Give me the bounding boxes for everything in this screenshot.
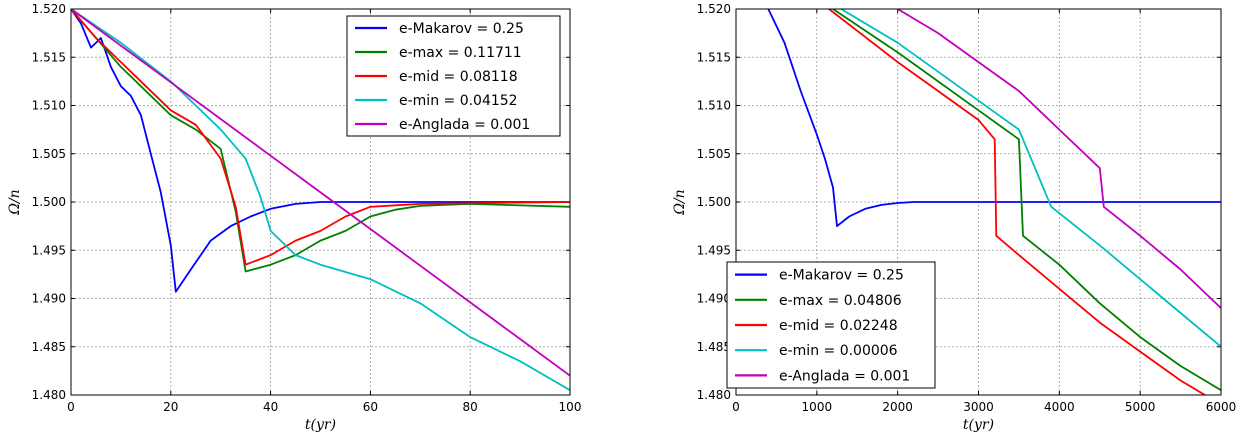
legend-label: e-mid = 0.08118: [399, 69, 518, 85]
y-tick-label: 1.495: [32, 243, 66, 257]
x-tick-label: 0: [67, 400, 75, 414]
series-line-5: [71, 9, 570, 377]
y-tick-label: 1.500: [697, 195, 731, 209]
legend-label: e-Anglada = 0.001: [779, 368, 910, 384]
legend-label: e-max = 0.04806: [779, 293, 902, 309]
x-tick-label: 4000: [1044, 400, 1075, 414]
legend-label: e-min = 0.00006: [779, 343, 898, 359]
chart-panel-1: 0 20 40 60 80 100 1.480 1.485 1.490 1.495 1.500 1.5…: [7, 2, 581, 433]
x-tick-label: 60: [363, 400, 378, 414]
x-tick-label: 3000: [963, 400, 994, 414]
series-line-5: [897, 9, 1221, 309]
y-tick-label: 1.485: [32, 340, 66, 354]
y-tick-label: 1.505: [32, 147, 66, 161]
legend-label: e-Makarov = 0.25: [399, 21, 524, 37]
y-axis-label: Ω/n: [672, 189, 688, 215]
y-tick-label: 1.480: [697, 388, 731, 402]
y-tick-label: 1.515: [32, 50, 66, 64]
y-tick-label: 1.495: [697, 243, 731, 257]
series-line-3: [828, 9, 1207, 395]
x-tick-label: 80: [463, 400, 478, 414]
y-tick-label: 1.485: [697, 340, 731, 354]
series-group: [71, 9, 570, 391]
y-tick-label: 1.520: [697, 2, 731, 16]
series-line-2: [832, 9, 1221, 391]
x-tick-label: 20: [163, 400, 178, 414]
y-tick-label: 1.510: [32, 99, 66, 113]
x-tick-label: 100: [559, 400, 582, 414]
x-tick-label: 1000: [802, 400, 833, 414]
chart-panel-2: 0 1000 2000 3000 4000 5000 6000 1.480 1.485 1.490…: [672, 2, 1236, 433]
legend-label: e-mid = 0.02248: [779, 318, 898, 334]
plot-frame: [735, 8, 1222, 396]
plot-frame: [70, 8, 571, 396]
legend: e-Makarov = 0.25 e-max = 0.04806 e-mid = 0…: [726, 261, 936, 389]
series-line-1: [767, 9, 1221, 227]
series-line-2: [71, 9, 570, 273]
legend-label: e-min = 0.04152: [399, 93, 518, 109]
y-tick-label: 1.515: [697, 50, 731, 64]
x-tick-label: 6000: [1206, 400, 1237, 414]
x-tick-label: 5000: [1125, 400, 1156, 414]
x-axis-label: t(yr): [963, 417, 994, 433]
x-tick-label: 2000: [882, 400, 913, 414]
legend-label: e-Makarov = 0.25: [779, 268, 904, 284]
y-axis-label: Ω/n: [7, 189, 23, 215]
y-tick-label: 1.500: [32, 195, 66, 209]
y-tick-label: 1.505: [697, 147, 731, 161]
legend: e-Makarov = 0.25 e-max = 0.11711 e-mid = 0…: [346, 15, 561, 137]
x-tick-label: 0: [732, 400, 740, 414]
legend-label: e-Anglada = 0.001: [399, 117, 530, 133]
y-tick-label: 1.490: [32, 292, 66, 306]
y-tick-label: 1.480: [32, 388, 66, 402]
series-line-4: [840, 9, 1221, 348]
y-tick-label: 1.520: [32, 2, 66, 16]
legend-label: e-max = 0.11711: [399, 45, 522, 61]
series-line-3: [71, 9, 570, 266]
x-tick-label: 40: [263, 400, 278, 414]
y-tick-label: 1.510: [697, 99, 731, 113]
series-group: [767, 9, 1221, 395]
y-tick-label: 1.490: [697, 292, 731, 306]
x-axis-label: t(yr): [305, 417, 336, 433]
